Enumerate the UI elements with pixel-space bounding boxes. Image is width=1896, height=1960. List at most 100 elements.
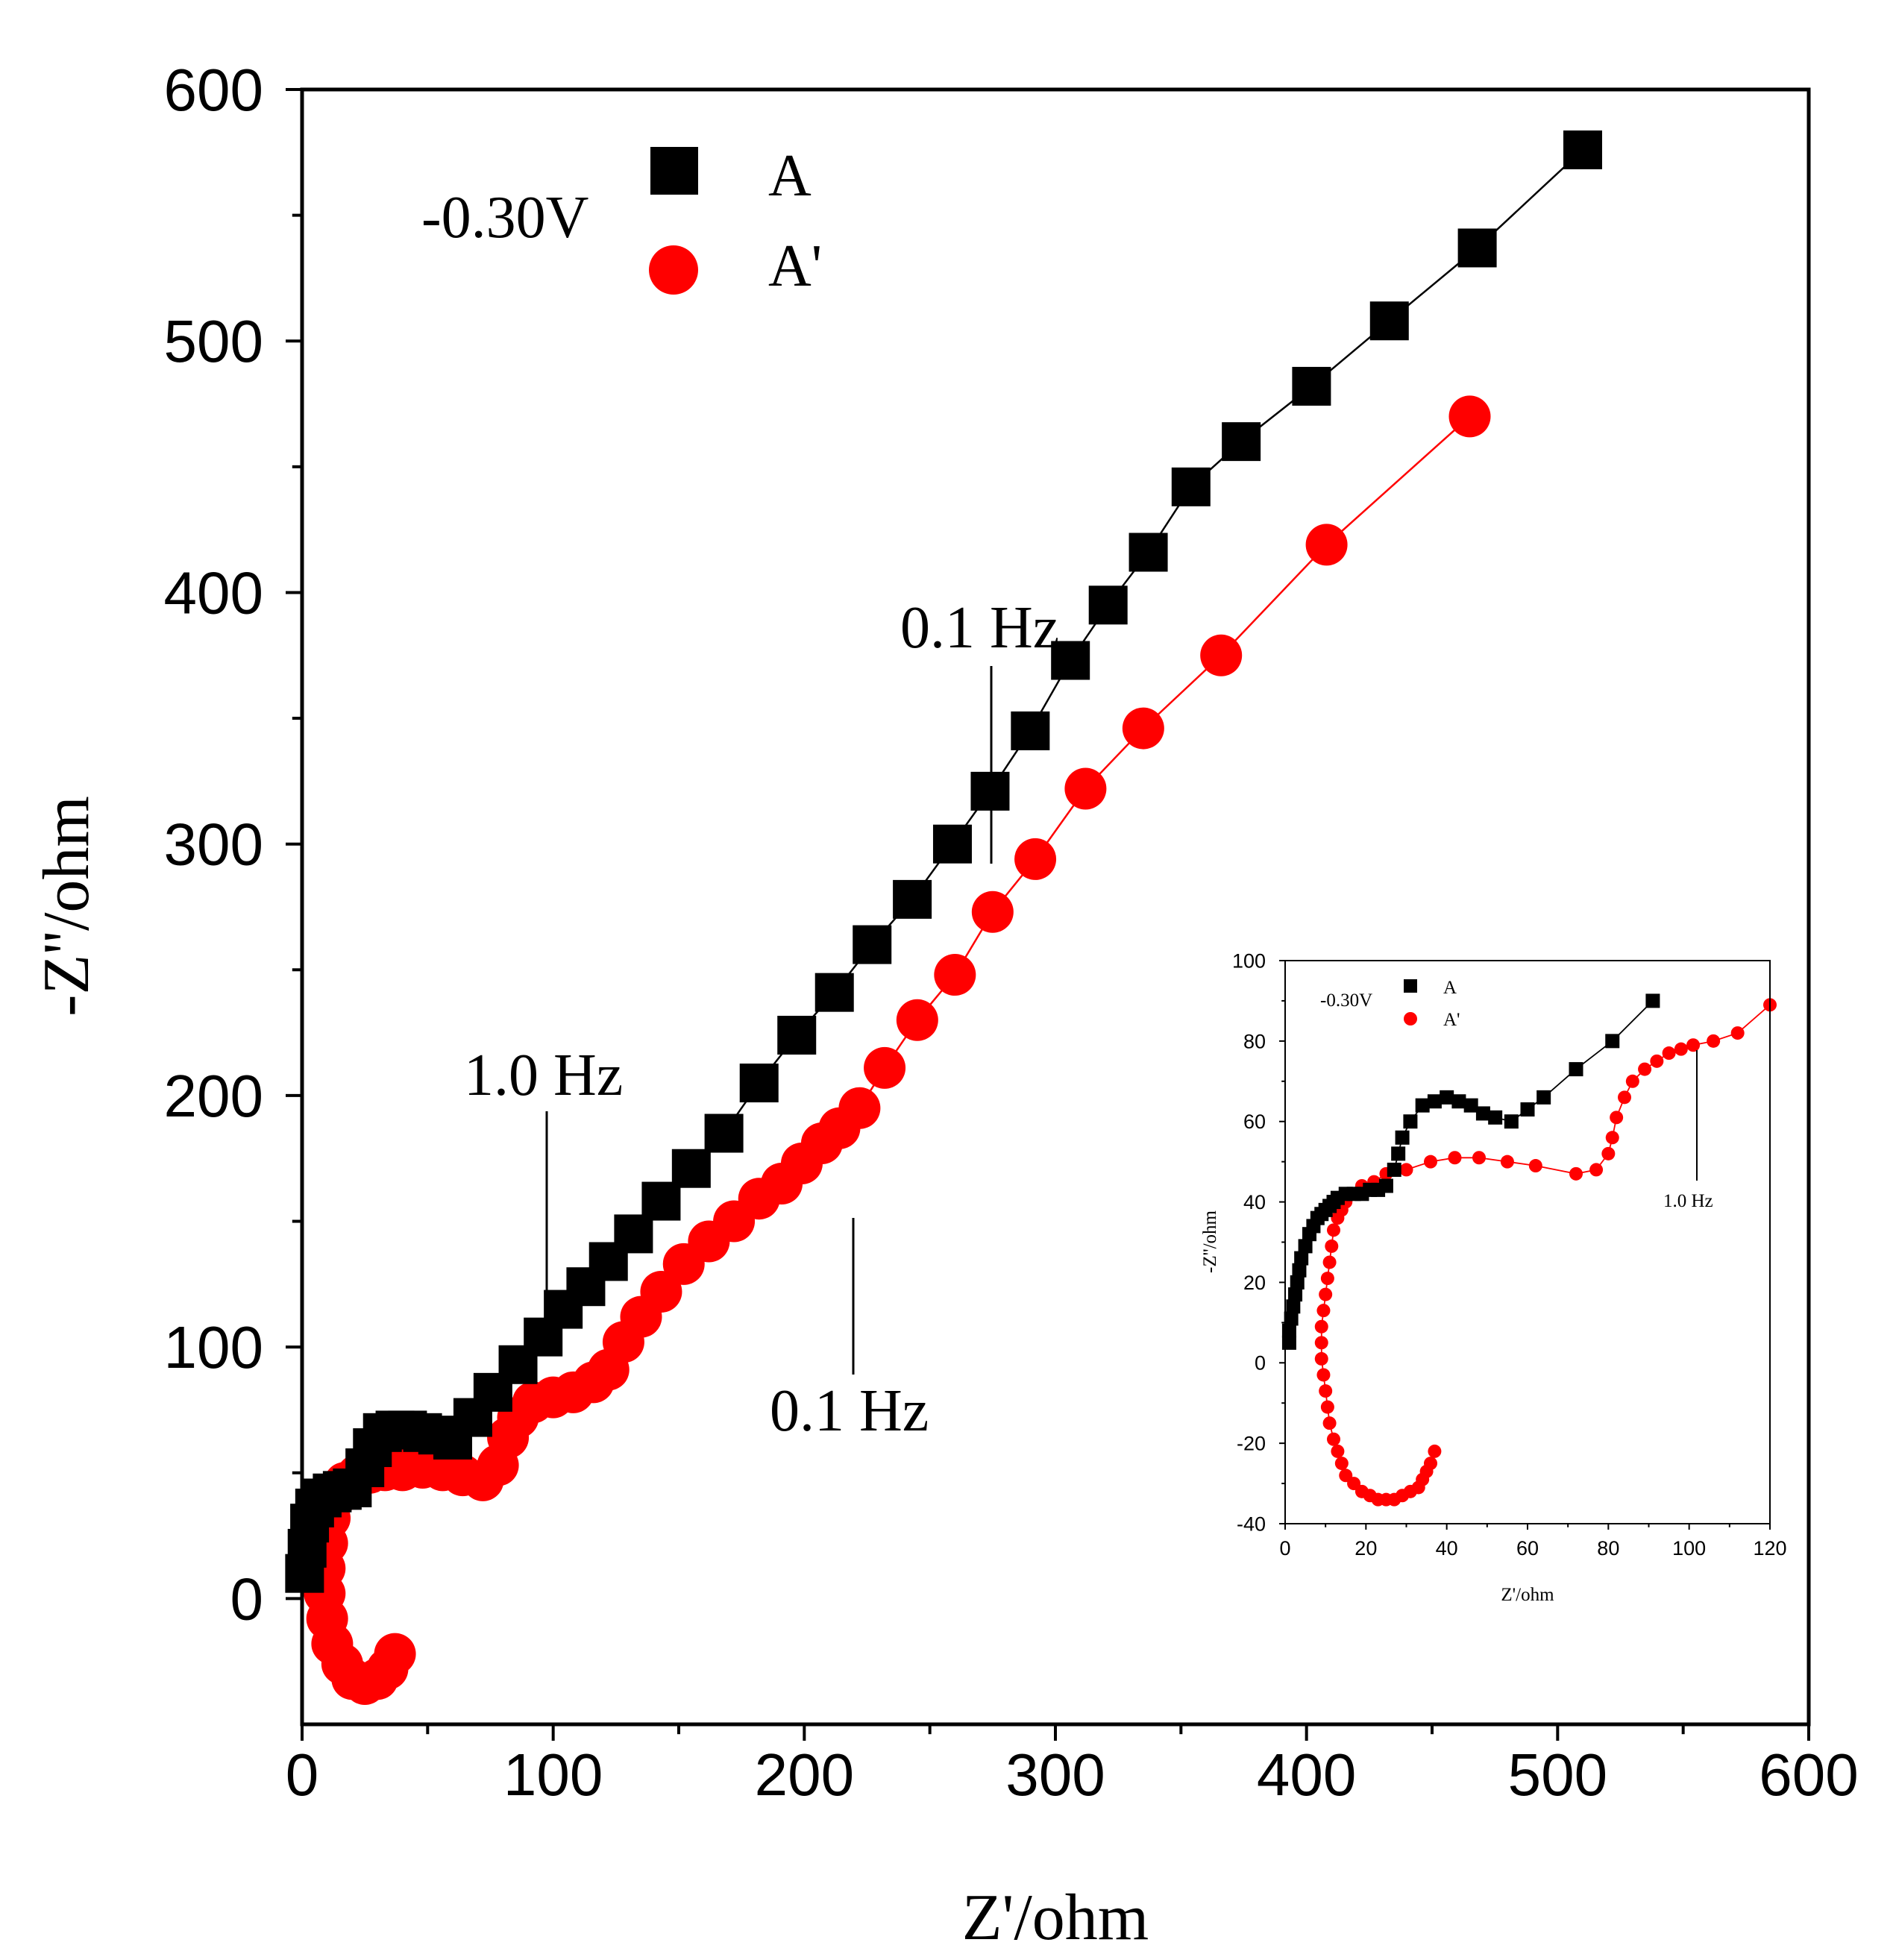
inset-legend-a-label: A: [1443, 978, 1457, 998]
inset-series-a-prime-point: [1601, 1146, 1616, 1160]
inset-background: [1285, 961, 1770, 1524]
inset-series-a-prime-point: [1528, 1159, 1542, 1173]
main-series-a-point: [893, 879, 932, 919]
main-series-a-prime-point: [1014, 838, 1057, 880]
main-series-a-prime-point: [1448, 395, 1491, 438]
inset-series-a-point: [1475, 1106, 1490, 1121]
inset-series-a-prime-point: [1320, 1400, 1334, 1414]
main-x-tick-labels: 0 100 200 300 400 500 600: [286, 1741, 1859, 1808]
inset-series-a-point: [1440, 1090, 1454, 1105]
inset-series-a-point: [1292, 1263, 1307, 1278]
main-x-axis-title: Z'/ohm: [962, 1882, 1149, 1954]
main-plot: 0 100 200 300 400 500 600 0100200300400500600 …: [31, 57, 1859, 1954]
main-y-axis-title: -Z''/ohm: [31, 796, 103, 1017]
main-x-tick-label: 400: [1257, 1741, 1356, 1808]
series-a-points: [285, 130, 1602, 1593]
main-series-a-prime-point: [640, 1270, 682, 1313]
inset-series-a-point: [1536, 1090, 1551, 1105]
inset-x-tick-label: 20: [1354, 1537, 1377, 1559]
inset-series-a-prime-point: [1339, 1469, 1353, 1483]
inset-series-a-point: [1463, 1098, 1478, 1113]
main-x-tick-label: 500: [1508, 1741, 1607, 1808]
main-series-a-point: [704, 1114, 744, 1153]
main-series-a-point: [739, 1064, 779, 1103]
inset-series-a-points: [1281, 993, 1660, 1350]
main-legend-title: -0.30V: [421, 185, 588, 251]
main-series-a-prime-point: [1200, 634, 1243, 676]
inset-series-a-prime-point: [1322, 1416, 1337, 1430]
inset-series-a-prime-point: [1331, 1444, 1345, 1458]
inset-y-tick-label: -40: [1237, 1513, 1266, 1535]
inset-series-a-point: [1451, 1094, 1466, 1109]
inset-legend-a-prime-label: A': [1443, 1010, 1460, 1030]
main-series-a-prime-point: [1305, 524, 1348, 566]
inset-series-a-prime-point: [1686, 1038, 1701, 1052]
main-series-a-prime-point: [934, 954, 976, 996]
main-series-a-point: [641, 1181, 681, 1221]
inset-legend-a-prime-marker: [1404, 1012, 1417, 1025]
inset-series-a-prime-point: [1569, 1166, 1583, 1181]
inset-x-axis-title: Z'/ohm: [1501, 1585, 1554, 1605]
annotation-1hz-label: 1.0 Hz: [464, 1043, 623, 1108]
inset-x-tick-label: 60: [1516, 1537, 1539, 1559]
inset-annotation-1hz-label: 1.0 Hz: [1663, 1191, 1713, 1211]
main-series-a-point: [1129, 533, 1168, 572]
inset-series-a-point: [1288, 1287, 1303, 1302]
main-series-a-point: [970, 771, 1010, 811]
inset-y-axis-title: -Z''/ohm: [1200, 1210, 1220, 1273]
main-series-a-point: [1088, 585, 1128, 625]
inset-y-tick-label: -20: [1237, 1433, 1266, 1455]
inset-series-a-point: [1427, 1094, 1442, 1109]
inset-series-a-prime-point: [1650, 1054, 1664, 1068]
inset-y-tick-label: 100: [1232, 949, 1266, 972]
inset-legend-title: -0.30V: [1320, 990, 1372, 1011]
main-y-tick-label: 600: [164, 57, 263, 123]
main-y-tick-label: 300: [164, 811, 263, 878]
inset-series-a-point: [1403, 1114, 1418, 1129]
inset-series-a-prime-point: [1319, 1384, 1333, 1398]
inset-series-a-prime-point: [1320, 1272, 1334, 1286]
main-series-a-prime-point: [896, 999, 938, 1041]
main-y-tick-label: 0: [230, 1565, 264, 1632]
inset-series-a-point: [1294, 1251, 1309, 1266]
main-series-a-point: [1171, 467, 1211, 506]
inset-series-a-prime-point: [1610, 1111, 1624, 1125]
main-series-a-prime-point: [864, 1046, 906, 1089]
inset-series-a-prime-point: [1428, 1444, 1442, 1458]
inset-series-a-prime-point: [1319, 1287, 1333, 1301]
annotation-0-1hz-a-prime-label: 0.1 Hz: [770, 1378, 929, 1444]
main-series-a-prime-point: [971, 891, 1014, 933]
inset-y-tick-label: 0: [1255, 1352, 1266, 1375]
inset-series-a-prime-point: [1625, 1074, 1639, 1088]
inset-series-a-prime-point: [1399, 1163, 1413, 1177]
main-series-a-point: [1222, 422, 1261, 462]
inset-series-a-point: [1281, 1335, 1296, 1350]
inset-series-a-point: [1281, 1323, 1296, 1338]
main-y-tick-label: 500: [164, 308, 263, 374]
main-series-a-point: [1011, 711, 1050, 750]
inset-series-a-prime-point: [1674, 1042, 1688, 1056]
inset-x-tick-label: 100: [1672, 1537, 1706, 1559]
inset-annotations: 1.0 Hz: [1663, 1050, 1713, 1211]
inset-series-a-prime-point: [1730, 1026, 1745, 1040]
inset-series-a-point: [1504, 1114, 1519, 1129]
main-series-a-point: [614, 1214, 653, 1254]
main-annotations: 1.0 Hz 0.1 Hz 0.1 Hz: [464, 595, 1059, 1444]
main-x-tick-label: 0: [286, 1741, 319, 1808]
inset-series-a-prime-point: [1314, 1351, 1328, 1366]
main-series-a-point: [932, 824, 972, 864]
legend-a-prime-marker: [649, 245, 698, 295]
legend-a-prime-label: A': [768, 233, 822, 299]
inset-series-a-prime-point: [1424, 1155, 1437, 1169]
inset-series-a-prime-point: [1448, 1151, 1462, 1165]
main-series-a-point: [1369, 301, 1409, 341]
main-series-a-point: [814, 973, 854, 1012]
main-series-a-prime-point: [838, 1087, 881, 1129]
main-x-tick-label: 300: [1005, 1741, 1105, 1808]
inset-series-a-prime-point: [1327, 1432, 1340, 1446]
main-legend: -0.30V A A': [421, 143, 822, 299]
inset-series-a-point: [1298, 1239, 1313, 1254]
inset-series-a-point: [1605, 1034, 1620, 1049]
inset-series-a-prime-point: [1316, 1304, 1331, 1318]
inset-y-tick-label: 80: [1243, 1030, 1266, 1052]
